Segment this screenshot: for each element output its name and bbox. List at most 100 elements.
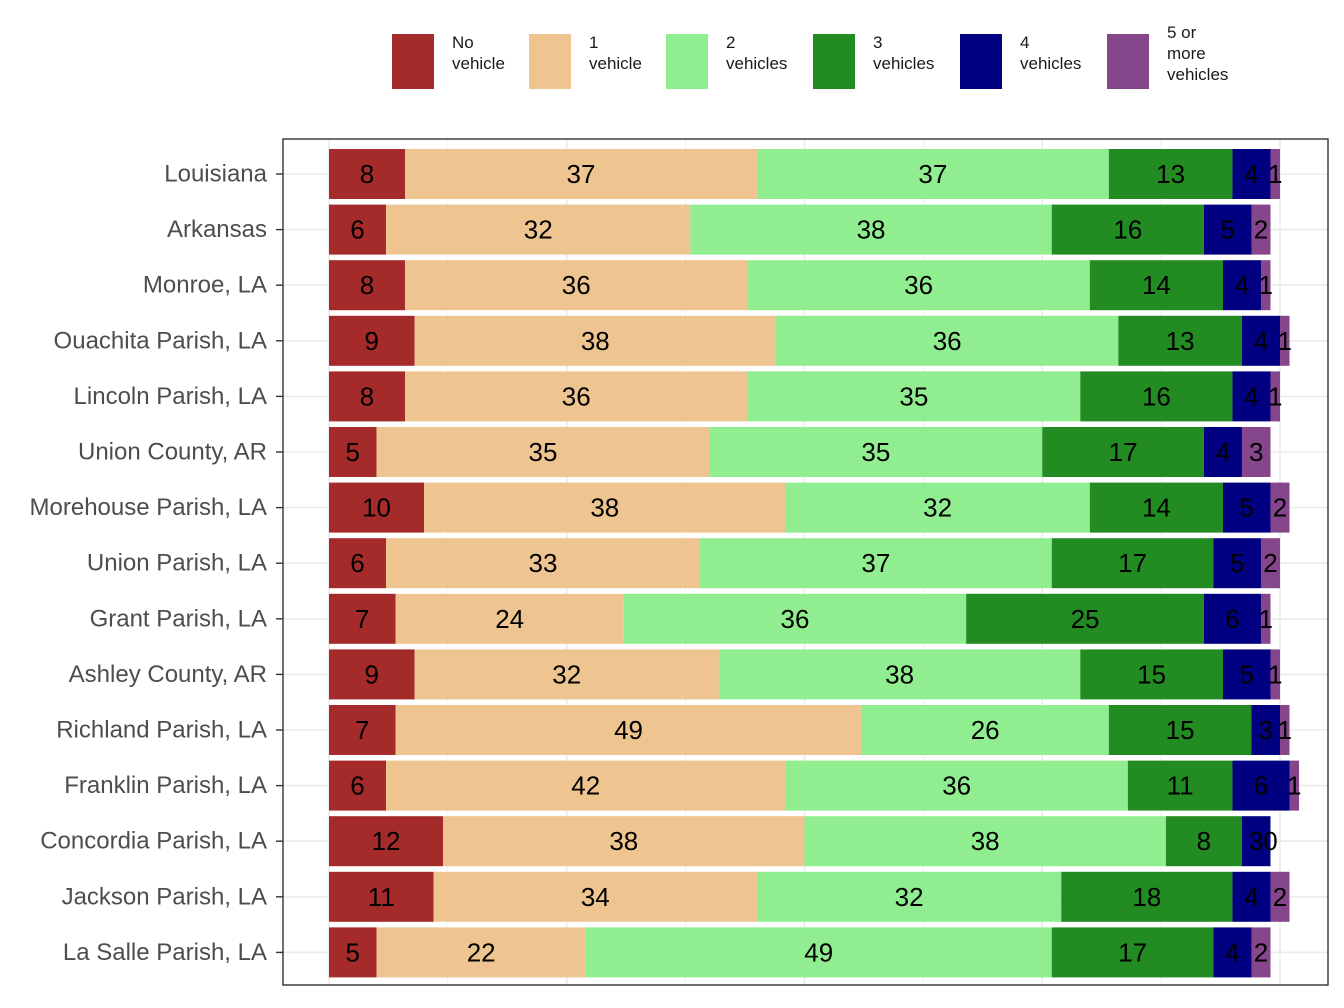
data-label-louisiana-4-vehicles: 4 xyxy=(1244,159,1258,189)
data-label-louisiana-1-vehicle: 37 xyxy=(567,159,596,189)
data-label-monroe-la-2-vehicles: 36 xyxy=(904,270,933,300)
bar-franklin-parish-la-5-or-more-vehicles xyxy=(1289,760,1300,811)
data-label-la-salle-parish-la-4-vehicles: 4 xyxy=(1225,937,1239,967)
bar-union-county-ar-3-vehicles xyxy=(1042,427,1204,477)
data-label-concordia-parish-la-5-or-more-vehicles: 0 xyxy=(1263,826,1277,856)
data-label-la-salle-parish-la-3-vehicles: 17 xyxy=(1118,937,1147,967)
bar-richland-parish-la-5-or-more-vehicles xyxy=(1280,705,1290,755)
bar-morehouse-parish-la-5-or-more-vehicles xyxy=(1270,482,1290,533)
bar-grant-parish-la-4-vehicles xyxy=(1203,593,1261,644)
bar-franklin-parish-la-4-vehicles xyxy=(1232,760,1290,811)
y-tick-label-franklin-parish-la: Franklin Parish, LA xyxy=(64,772,267,799)
bar-la-salle-parish-la-3-vehicles xyxy=(1051,927,1214,978)
bar-union-parish-la-5-or-more-vehicles xyxy=(1260,538,1280,589)
legend-swatch-2-vehicles xyxy=(666,34,708,89)
data-label-arkansas-1-vehicle: 32 xyxy=(524,215,553,245)
bar-franklin-parish-la-no-vehicle xyxy=(329,760,387,811)
y-tick-label-louisiana: Louisiana xyxy=(164,161,267,188)
bar-arkansas-5-or-more-vehicles xyxy=(1251,204,1271,255)
bar-union-parish-la-3-vehicles xyxy=(1051,538,1214,589)
data-label-franklin-parish-la-no-vehicle: 6 xyxy=(350,771,364,801)
data-label-arkansas-2-vehicles: 38 xyxy=(857,215,886,245)
data-label-franklin-parish-la-3-vehicles: 11 xyxy=(1167,771,1194,801)
y-tick-label-concordia-parish-la: Concordia Parish, LA xyxy=(40,828,267,855)
data-label-union-county-ar-5-or-more-vehicles: 3 xyxy=(1249,437,1263,467)
data-label-grant-parish-la-1-vehicle: 24 xyxy=(495,604,524,634)
bar-louisiana-1-vehicle xyxy=(405,149,757,199)
plot-panel-border xyxy=(282,138,1329,986)
data-label-louisiana-5-or-more-vehicles: 1 xyxy=(1268,159,1282,189)
bar-concordia-parish-la-1-vehicle xyxy=(443,816,805,867)
data-label-ouachita-parish-la-no-vehicle: 9 xyxy=(365,326,379,356)
data-label-union-parish-la-no-vehicle: 6 xyxy=(350,548,364,578)
bar-grant-parish-la-2-vehicles xyxy=(623,593,967,644)
bar-monroe-la-3-vehicles xyxy=(1089,260,1223,311)
bar-arkansas-2-vehicles xyxy=(690,204,1052,255)
data-label-arkansas-4-vehicles: 5 xyxy=(1220,215,1234,245)
data-label-ashley-county-ar-4-vehicles: 5 xyxy=(1239,659,1253,689)
bar-franklin-parish-la-3-vehicles xyxy=(1127,760,1233,811)
bar-monroe-la-no-vehicle xyxy=(329,260,406,311)
data-label-union-parish-la-3-vehicles: 17 xyxy=(1118,548,1147,578)
bar-union-county-ar-1-vehicle xyxy=(376,427,710,477)
bar-ashley-county-ar-3-vehicles xyxy=(1080,649,1223,700)
bar-jackson-parish-la-2-vehicles xyxy=(756,871,1062,922)
data-label-la-salle-parish-la-2-vehicles: 49 xyxy=(804,937,833,967)
bar-monroe-la-4-vehicles xyxy=(1222,260,1261,311)
data-label-concordia-parish-la-4-vehicles: 3 xyxy=(1249,826,1263,856)
bar-arkansas-no-vehicle xyxy=(329,204,387,255)
legend-label-2-vehicles: 2 vehicles xyxy=(726,33,788,73)
y-tick-label-arkansas: Arkansas xyxy=(167,216,267,243)
bar-jackson-parish-la-1-vehicle xyxy=(433,871,757,922)
bar-concordia-parish-la-2-vehicles xyxy=(804,816,1166,867)
bar-union-parish-la-2-vehicles xyxy=(699,538,1052,589)
data-label-lincoln-parish-la-1-vehicle: 36 xyxy=(562,381,591,411)
data-label-louisiana-no-vehicle: 8 xyxy=(360,159,374,189)
data-label-morehouse-parish-la-1-vehicle: 38 xyxy=(590,493,619,523)
bar-richland-parish-la-3-vehicles xyxy=(1108,705,1252,755)
data-label-richland-parish-la-2-vehicles: 26 xyxy=(971,715,1000,745)
bar-ashley-county-ar-5-or-more-vehicles xyxy=(1270,649,1280,700)
y-tick-label-lincoln-parish-la: Lincoln Parish, LA xyxy=(74,383,267,410)
bar-morehouse-parish-la-no-vehicle xyxy=(329,482,425,533)
bar-monroe-la-2-vehicles xyxy=(747,260,1090,311)
y-tick-label-monroe-la: Monroe, LA xyxy=(143,272,267,299)
bar-ashley-county-ar-1-vehicle xyxy=(414,649,719,700)
data-label-ashley-county-ar-1-vehicle: 32 xyxy=(552,659,581,689)
bar-ouachita-parish-la-4-vehicles xyxy=(1241,315,1280,366)
data-label-concordia-parish-la-2-vehicles: 38 xyxy=(971,826,1000,856)
bar-grant-parish-la-no-vehicle xyxy=(329,593,396,644)
data-label-ashley-county-ar-2-vehicles: 38 xyxy=(885,659,914,689)
y-tick-label-la-salle-parish-la: La Salle Parish, LA xyxy=(63,939,267,966)
bar-ashley-county-ar-no-vehicle xyxy=(329,649,415,700)
data-label-franklin-parish-la-2-vehicles: 36 xyxy=(942,771,971,801)
bar-jackson-parish-la-5-or-more-vehicles xyxy=(1270,871,1290,922)
bar-la-salle-parish-la-4-vehicles xyxy=(1213,927,1252,978)
legend-swatch-4-vehicles xyxy=(960,34,1002,89)
bar-union-parish-la-no-vehicle xyxy=(329,538,387,589)
bar-ouachita-parish-la-2-vehicles xyxy=(775,315,1119,366)
bar-union-county-ar-2-vehicles xyxy=(709,427,1043,477)
bar-morehouse-parish-la-2-vehicles xyxy=(785,482,1090,533)
data-label-lincoln-parish-la-5-or-more-vehicles: 1 xyxy=(1268,381,1282,411)
bar-grant-parish-la-1-vehicle xyxy=(395,593,624,644)
bar-union-county-ar-4-vehicles xyxy=(1203,427,1242,477)
bar-lincoln-parish-la-2-vehicles xyxy=(747,371,1081,422)
data-label-lincoln-parish-la-3-vehicles: 16 xyxy=(1142,381,1171,411)
bar-louisiana-5-or-more-vehicles xyxy=(1270,149,1280,199)
data-label-grant-parish-la-no-vehicle: 7 xyxy=(355,604,369,634)
data-label-morehouse-parish-la-no-vehicle: 10 xyxy=(362,493,391,523)
data-label-grant-parish-la-3-vehicles: 25 xyxy=(1071,604,1100,634)
legend-swatch-1-vehicle xyxy=(529,34,571,89)
data-label-jackson-parish-la-1-vehicle: 34 xyxy=(581,882,610,912)
bar-union-parish-la-1-vehicle xyxy=(386,538,700,589)
y-tick-label-jackson-parish-la: Jackson Parish, LA xyxy=(62,883,267,910)
legend-label-4-vehicles: 4 vehicles xyxy=(1020,33,1082,73)
data-label-jackson-parish-la-3-vehicles: 18 xyxy=(1132,882,1161,912)
bar-grant-parish-la-3-vehicles xyxy=(966,593,1204,644)
bar-union-county-ar-no-vehicle xyxy=(329,427,377,477)
bar-lincoln-parish-la-3-vehicles xyxy=(1080,371,1233,422)
data-label-richland-parish-la-no-vehicle: 7 xyxy=(355,715,369,745)
bar-arkansas-3-vehicles xyxy=(1051,204,1204,255)
bar-la-salle-parish-la-2-vehicles xyxy=(585,927,1052,978)
